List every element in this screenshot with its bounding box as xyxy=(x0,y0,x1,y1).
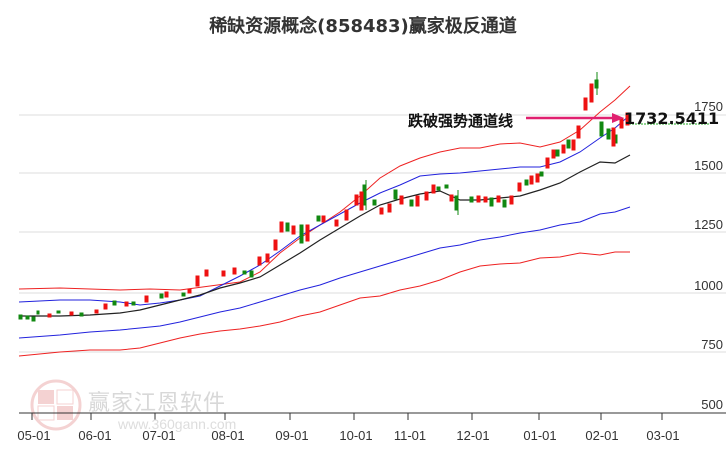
gridlines xyxy=(19,114,726,353)
y-tick-1750: 1750 xyxy=(694,99,723,114)
x-tick: 05-01 xyxy=(17,428,51,443)
y-tick-1000: 1000 xyxy=(694,278,723,293)
x-axis xyxy=(19,412,726,420)
x-tick: 08-01 xyxy=(211,428,245,443)
x-tick: 01-01 xyxy=(523,428,557,443)
candlesticks xyxy=(18,72,630,322)
x-tick: 09-01 xyxy=(275,428,309,443)
y-tick-500: 500 xyxy=(701,397,723,412)
watermark-url: www.360gann.com xyxy=(118,416,237,432)
x-tick: 12-01 xyxy=(456,428,490,443)
x-tick: 02-01 xyxy=(585,428,619,443)
upper-inner-channel-line xyxy=(18,114,631,306)
annotation-value: 1732.5411 xyxy=(624,109,720,128)
annotation-label: 跌破强势通道线 xyxy=(408,112,514,130)
x-tick: 03-01 xyxy=(646,428,680,443)
x-tick: 06-01 xyxy=(78,428,112,443)
x-tick: 11-01 xyxy=(393,428,427,443)
x-tick: 07-01 xyxy=(142,428,176,443)
upper-outer-channel-line xyxy=(18,85,631,291)
watermark-seal-icon xyxy=(30,379,82,431)
watermark-brand: 赢家江恩软件 xyxy=(88,391,227,416)
lower-outer-channel-line xyxy=(18,251,630,357)
middle-channel-line xyxy=(19,154,631,317)
y-tick-1250: 1250 xyxy=(694,217,723,232)
y-tick-1500: 1500 xyxy=(694,158,723,173)
chart-title: 稀缺资源概念(858483)赢家极反通道 xyxy=(209,16,517,37)
lower-inner-channel-line xyxy=(18,206,631,339)
y-tick-750: 750 xyxy=(701,337,723,352)
annotation-arrow-icon xyxy=(526,113,624,123)
x-tick: 10-01 xyxy=(339,428,373,443)
